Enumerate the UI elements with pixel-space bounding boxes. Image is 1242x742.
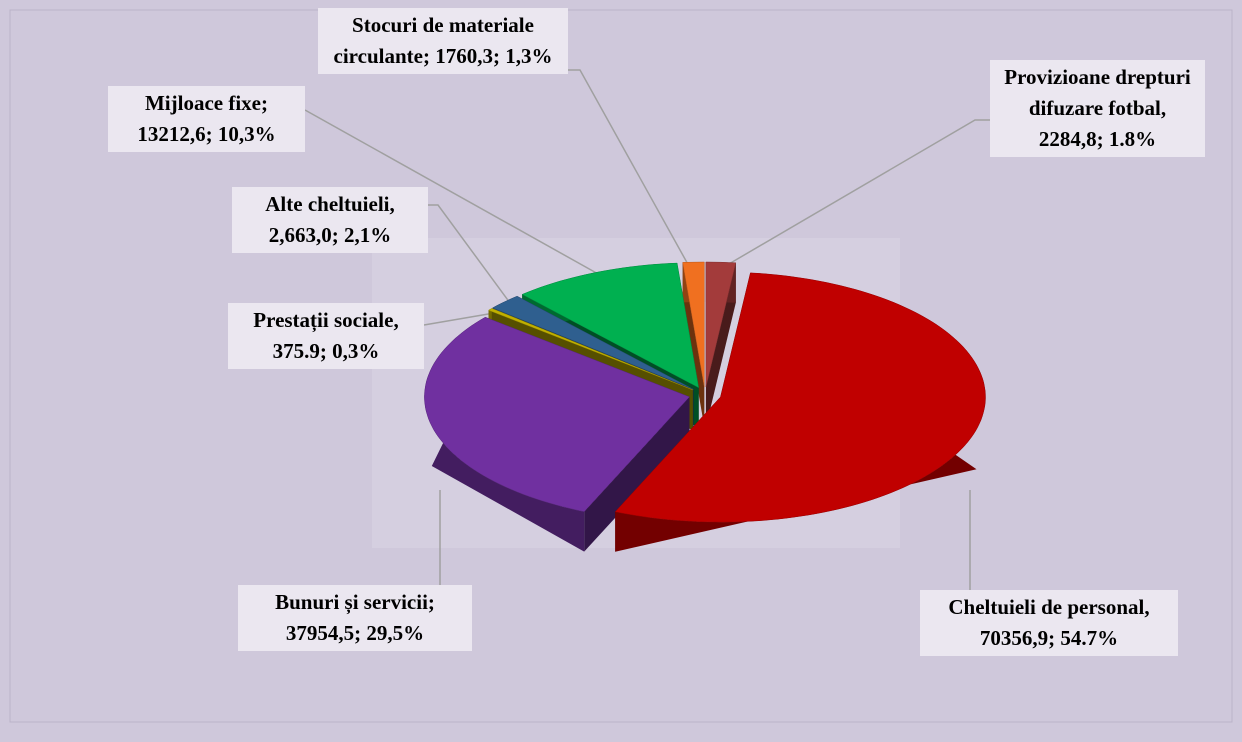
data-label: Provizioane drepturi difuzare fotbal, 22… xyxy=(990,60,1205,157)
category-label: Prestații sociale, xyxy=(253,308,399,332)
data-label: Prestații sociale, 375.9; 0,3% xyxy=(228,303,424,369)
value-label: 2284,8; 1.8% xyxy=(1038,127,1157,151)
frame xyxy=(9,9,1233,723)
category-label: Cheltuieli de personal, xyxy=(948,595,1150,619)
slice xyxy=(521,262,700,389)
slice xyxy=(682,261,705,388)
category-label: Stocuri de materiale circulante; xyxy=(333,13,534,68)
category-label: Mijloace fixe; xyxy=(144,91,269,115)
data-label: Stocuri de materiale circulante; 1760,3;… xyxy=(318,8,568,74)
slice xyxy=(488,308,693,391)
leader-lines xyxy=(304,69,990,590)
pie xyxy=(424,261,986,552)
value-label: 375.9; 0,3% xyxy=(272,339,380,363)
slice xyxy=(492,295,694,390)
slice-wall xyxy=(682,262,705,428)
data-label: Alte cheltuieli, 2,663,0; 2,1% xyxy=(232,187,428,253)
category-label: Bunuri și servicii; xyxy=(275,590,435,614)
slice xyxy=(614,272,986,523)
value-label: 37954,5; 29,5% xyxy=(285,621,425,645)
value-label: 70356,9; 54.7% xyxy=(979,626,1119,650)
category-label: Provizioane drepturi difuzare fotbal, xyxy=(1004,65,1191,120)
slice-wall xyxy=(584,396,690,552)
slice-wall xyxy=(705,262,736,428)
slice xyxy=(424,316,690,512)
category-label: Alte cheltuieli, xyxy=(265,192,395,216)
data-label: Bunuri și servicii; 37954,5; 29,5% xyxy=(238,585,472,651)
slice xyxy=(705,261,737,388)
data-label: Cheltuieli de personal, 70356,9; 54.7% xyxy=(920,590,1178,656)
data-label: Mijloace fixe; 13212,6; 10,3% xyxy=(108,86,305,152)
value-label: 1760,3; 1,3% xyxy=(435,44,553,68)
value-label: 13212,6; 10,3% xyxy=(137,122,276,146)
value-label: 2,663,0; 2,1% xyxy=(268,223,392,247)
